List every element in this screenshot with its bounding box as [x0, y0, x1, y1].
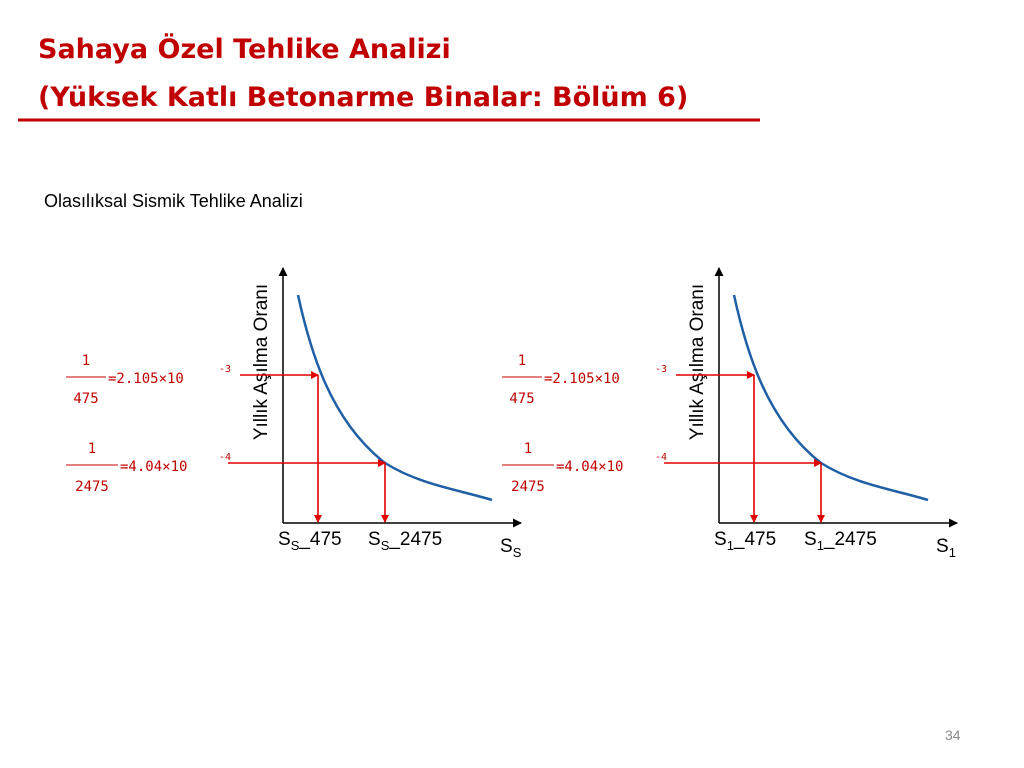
numerator: 1 — [82, 353, 90, 369]
x-level-label-sub: S — [381, 538, 390, 553]
x-axis-label-base: S — [500, 536, 513, 557]
x-axis-label: SS — [500, 536, 522, 560]
x-level-label: SS_2475 — [368, 529, 442, 553]
hazard-diagram: Yıllık Aşılma OranıS11475=2.105×10-3S1_4… — [502, 267, 958, 560]
x-level-label: S1_475 — [714, 529, 776, 553]
x-level-label-base: S — [804, 529, 817, 550]
x-axis-label: S1 — [936, 536, 956, 560]
rate-exponent: -3 — [655, 364, 667, 375]
denominator: 2475 — [75, 479, 109, 495]
x-level-label: SS_475 — [278, 529, 342, 553]
numerator: 1 — [88, 441, 96, 457]
hazard-diagram: Yıllık Aşılma OranıSS1475=2.105×10-3SS_4… — [66, 267, 522, 560]
rate-exponent: -3 — [219, 364, 231, 375]
rate-value: =4.04×10 — [120, 459, 187, 475]
x-level-label-base: S — [714, 529, 727, 550]
rate-exponent: -4 — [655, 452, 667, 463]
x-level-label-suffix: _2475 — [823, 529, 877, 550]
page-number: 34 — [945, 727, 961, 743]
title-line: (Yüksek Katlı Betonarme Binalar: Bölüm 6… — [38, 82, 688, 113]
x-axis-label-sub: S — [513, 545, 522, 560]
denominator: 475 — [73, 391, 98, 407]
title-line: Sahaya Özel Tehlike Analizi — [38, 32, 451, 65]
y-axis-label: Yıllık Aşılma Oranı — [251, 284, 272, 440]
x-level-label-sub: 1 — [817, 538, 824, 553]
x-level-label-sub: 1 — [727, 538, 734, 553]
numerator: 1 — [518, 353, 526, 369]
x-axis-label-sub: 1 — [949, 545, 956, 560]
hazard-curve — [732, 294, 929, 502]
rate-value: =4.04×10 — [556, 459, 623, 475]
hazard-curve — [296, 294, 493, 502]
x-level-label: S1_2475 — [804, 529, 877, 553]
subtitle: Olasılıksal Sismik Tehlike Analizi — [44, 191, 303, 211]
y-axis-label: Yıllık Aşılma Oranı — [687, 284, 708, 440]
x-axis-label-base: S — [936, 536, 949, 557]
x-level-label-suffix: _2475 — [388, 529, 442, 550]
rate-exponent: -4 — [219, 452, 231, 463]
denominator: 475 — [509, 391, 534, 407]
rate-value: =2.105×10 — [544, 371, 620, 387]
x-level-label-base: S — [278, 529, 291, 550]
numerator: 1 — [524, 441, 532, 457]
x-level-label-sub: S — [291, 538, 300, 553]
x-level-label-suffix: _475 — [298, 529, 341, 550]
x-level-label-suffix: _475 — [733, 529, 776, 550]
denominator: 2475 — [511, 479, 545, 495]
x-level-label-base: S — [368, 529, 381, 550]
rate-value: =2.105×10 — [108, 371, 184, 387]
